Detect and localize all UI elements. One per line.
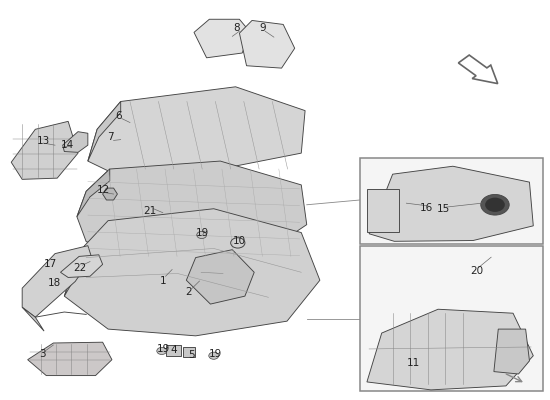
Text: 17: 17 — [44, 259, 57, 269]
Text: 19: 19 — [157, 344, 170, 354]
Bar — [183, 347, 195, 357]
Text: 11: 11 — [407, 358, 420, 368]
Text: 22: 22 — [73, 263, 86, 273]
PathPatch shape — [239, 20, 295, 68]
PathPatch shape — [367, 309, 534, 390]
Bar — [166, 344, 181, 356]
Circle shape — [481, 194, 509, 215]
PathPatch shape — [88, 102, 120, 161]
Text: 14: 14 — [60, 140, 74, 150]
Bar — [360, 158, 543, 244]
PathPatch shape — [11, 121, 78, 179]
PathPatch shape — [186, 250, 254, 304]
Text: 8: 8 — [233, 23, 240, 33]
PathPatch shape — [22, 307, 44, 331]
Text: 13: 13 — [37, 136, 50, 146]
PathPatch shape — [28, 342, 112, 376]
Text: 9: 9 — [260, 23, 266, 33]
Bar — [367, 189, 399, 232]
PathPatch shape — [63, 132, 88, 152]
Text: 5: 5 — [188, 350, 195, 360]
PathPatch shape — [103, 188, 117, 200]
Text: 12: 12 — [97, 186, 110, 196]
PathPatch shape — [88, 87, 305, 177]
PathPatch shape — [369, 166, 534, 241]
Text: 19: 19 — [196, 228, 210, 238]
PathPatch shape — [77, 169, 110, 217]
Text: 21: 21 — [144, 206, 157, 216]
Text: 10: 10 — [233, 236, 246, 246]
PathPatch shape — [64, 246, 85, 296]
Text: 4: 4 — [170, 345, 177, 355]
Circle shape — [157, 347, 167, 354]
Text: 15: 15 — [437, 204, 450, 214]
PathPatch shape — [494, 329, 530, 374]
PathPatch shape — [77, 161, 307, 258]
Text: 18: 18 — [48, 278, 61, 288]
PathPatch shape — [60, 255, 103, 278]
Bar — [360, 246, 543, 392]
Circle shape — [485, 198, 505, 212]
PathPatch shape — [194, 19, 250, 58]
Text: 16: 16 — [420, 202, 433, 212]
Text: 2: 2 — [185, 287, 192, 297]
Circle shape — [197, 231, 207, 238]
Text: 20: 20 — [470, 266, 483, 276]
Circle shape — [209, 352, 219, 359]
FancyArrow shape — [458, 55, 498, 84]
PathPatch shape — [64, 209, 320, 336]
Text: 19: 19 — [209, 349, 222, 359]
Text: 1: 1 — [160, 276, 166, 286]
Text: 3: 3 — [39, 349, 46, 359]
PathPatch shape — [22, 246, 92, 317]
Text: 6: 6 — [116, 111, 122, 121]
Text: 7: 7 — [107, 132, 114, 142]
